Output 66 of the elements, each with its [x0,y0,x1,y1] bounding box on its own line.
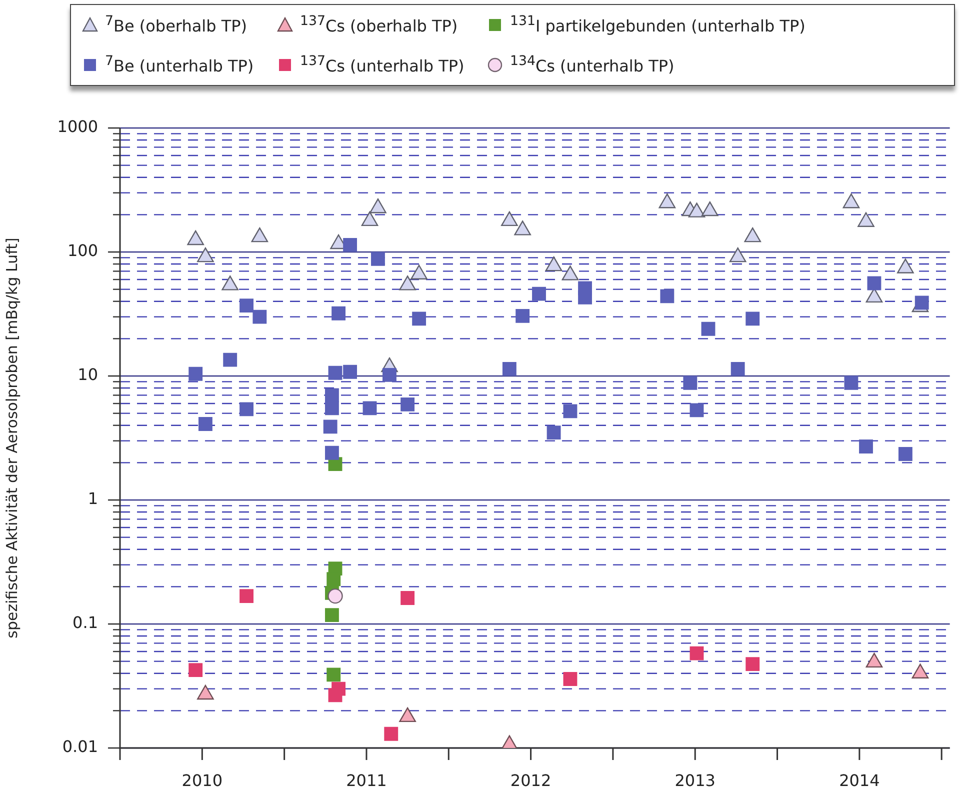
point [362,401,377,416]
point [343,364,358,379]
legend-label: $^{131}$I partikelgebunden (unterhalb TP) [510,14,806,36]
x-tick-label: 2010 [182,770,223,790]
point [660,289,674,304]
point [198,417,212,431]
point [326,668,341,682]
point [188,366,203,381]
y-tick-label: 0.01 [62,737,98,756]
y-tick-label: 10 [78,365,98,384]
point [325,388,339,402]
point [683,376,698,390]
point [563,672,578,686]
point [371,252,385,266]
x-tick-label: 2013 [674,770,716,790]
point [223,352,238,367]
y-axis-title: spezifische Aktivität der Aerosolproben [mBq/kg Luft] [2,238,21,638]
legend-label: $^{7}$Be (unterhalb TP) [105,54,254,76]
point [844,376,858,390]
point [328,688,342,702]
point [516,308,530,323]
y-tick-label: 1 [88,489,98,508]
point [384,726,398,741]
point [898,447,912,461]
point [328,588,343,604]
point [867,276,882,290]
point [730,362,745,376]
point [325,446,339,460]
point [343,238,358,252]
point [578,290,592,304]
point [188,663,203,678]
point [328,366,342,380]
legend-label: $^{7}$Be (oberhalb TP) [105,14,248,36]
point [914,296,929,310]
point [252,310,267,324]
x-tick-label: 2011 [346,770,387,790]
point [240,402,254,416]
point [690,403,704,418]
point [240,589,254,604]
point [326,572,341,586]
point [746,657,760,672]
legend-label: $^{134}$Cs (unterhalb TP) [510,54,674,76]
point [400,397,415,412]
legend-label: $^{137}$Cs (oberhalb TP) [300,14,458,36]
legend-label: $^{137}$Cs (unterhalb TP) [300,54,464,76]
y-tick-label: 0.1 [72,613,98,632]
point [563,404,578,418]
point [325,401,339,416]
y-tick-label: 100 [67,241,98,260]
point [746,312,760,326]
point [400,591,415,605]
point [382,368,396,382]
x-tick-label: 2014 [839,770,880,790]
point [546,426,561,440]
point [323,420,338,434]
point [325,608,339,622]
point [859,440,873,454]
point [690,646,704,660]
point [412,312,426,326]
point [502,362,516,376]
point [701,322,716,336]
point [240,298,254,313]
point [332,306,346,320]
point [532,286,546,301]
y-tick-label: 1000 [57,117,98,136]
x-tick-label: 2012 [510,770,552,790]
